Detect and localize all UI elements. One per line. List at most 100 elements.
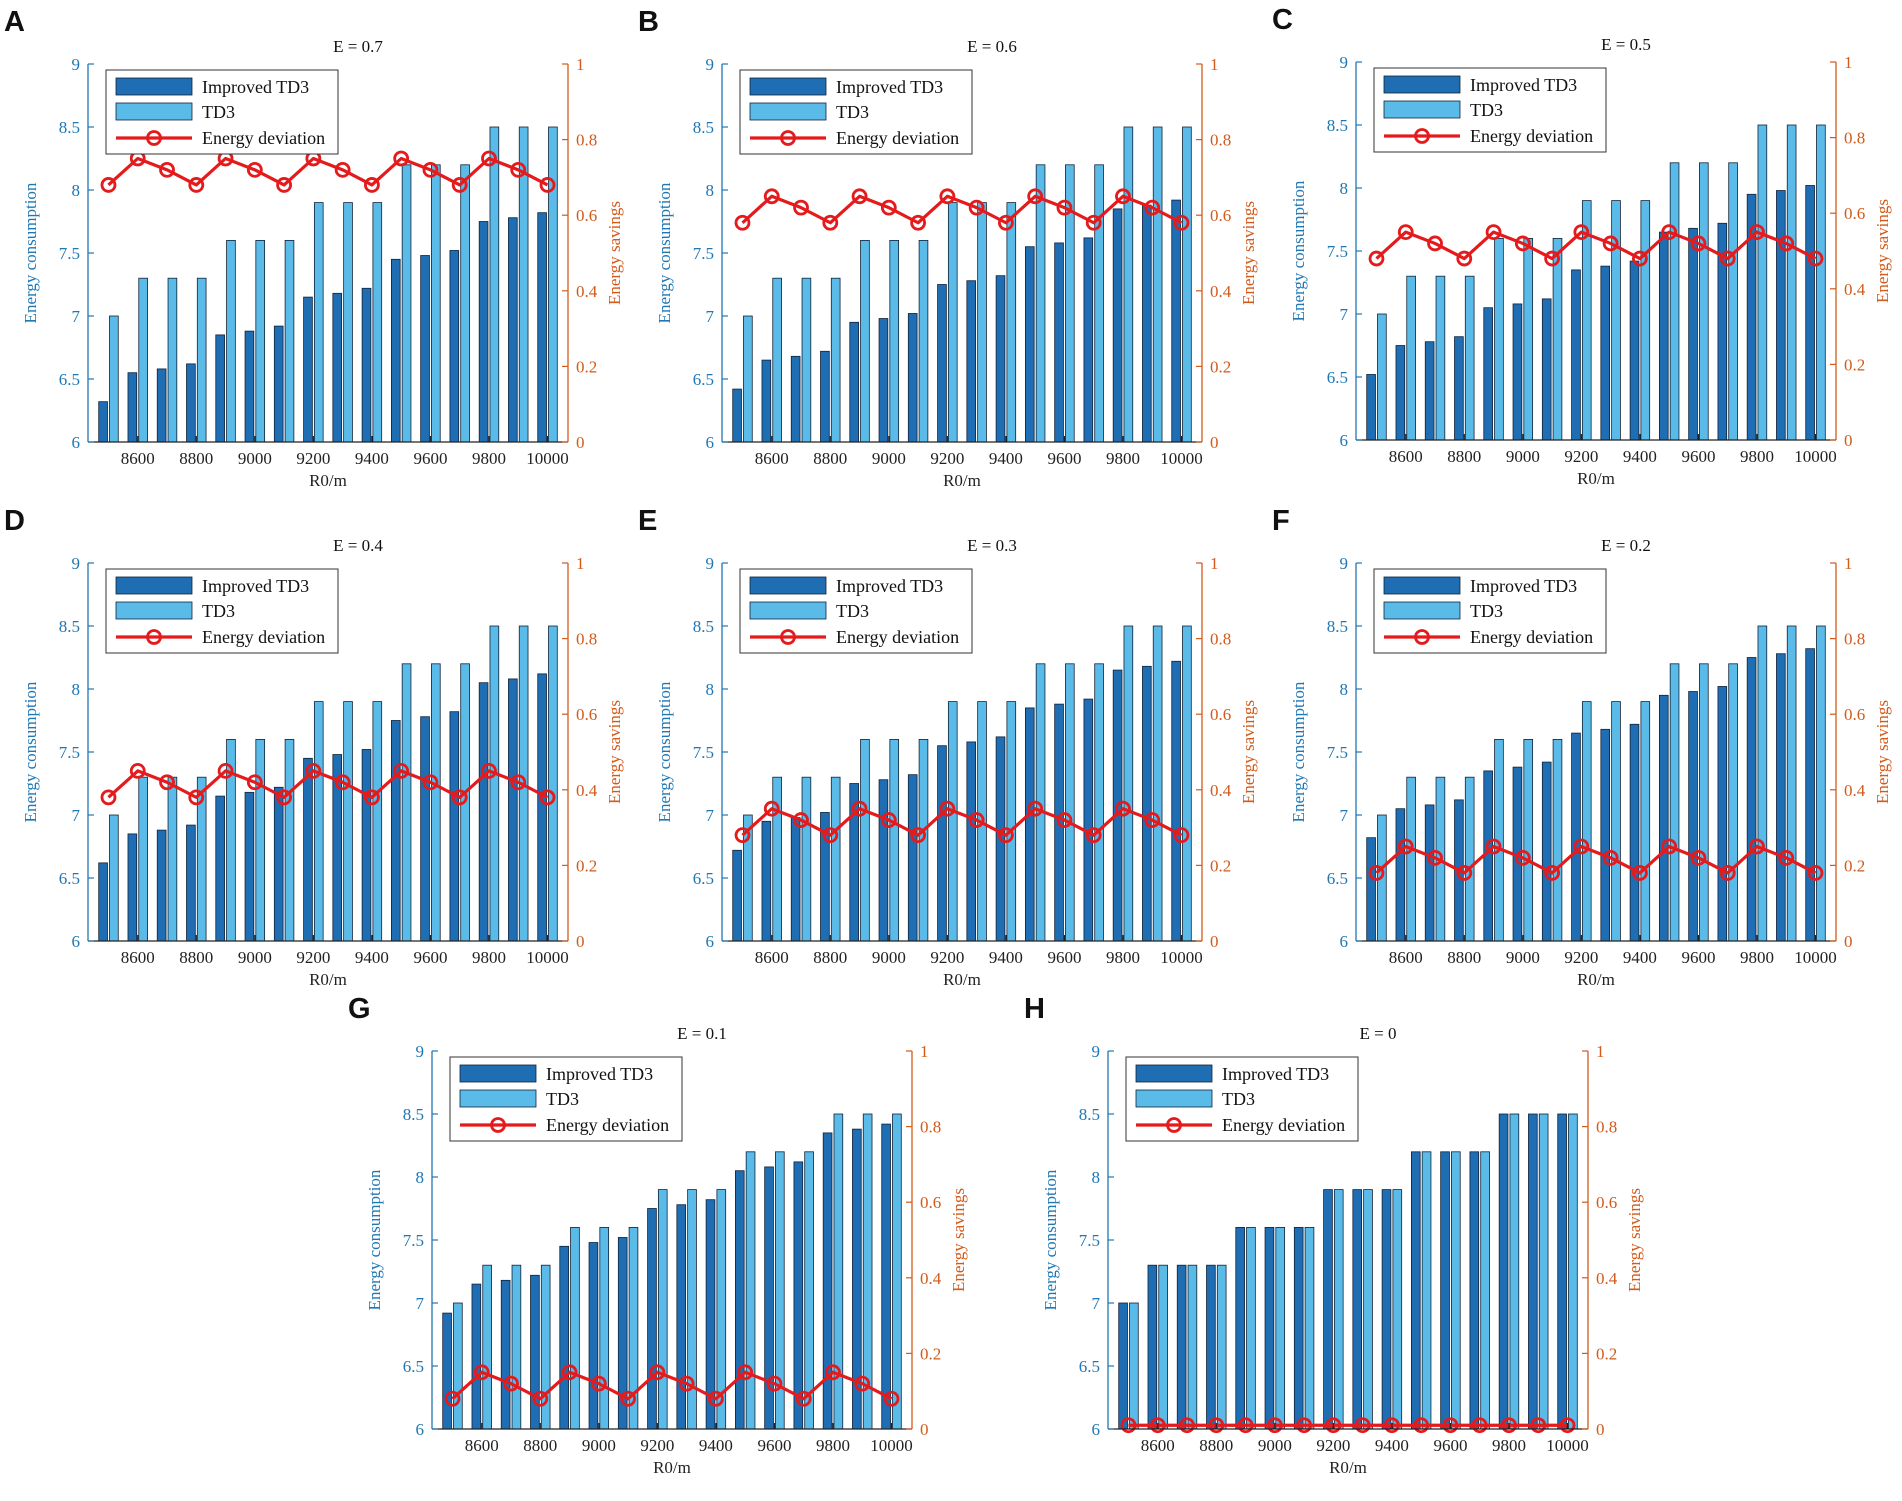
legend-swatch-improved-td3 [115,576,193,595]
energy-deviation-point [1027,188,1044,205]
bar-td3 [1786,625,1797,942]
bar-td3 [947,202,958,443]
energy-deviation-point [1442,1417,1459,1434]
energy-deviation-point [1544,865,1560,881]
bar-improved-td3 [478,221,489,443]
bar-improved-td3 [1381,1189,1392,1430]
y-left-tick-label: 9 [72,55,81,74]
panel-letter: C [1272,4,1293,36]
y-left-tick-label: 9 [706,554,715,573]
y-right-tick-label: 0.2 [1844,355,1865,374]
legend-swatch-td3 [1383,601,1461,620]
x-tick-label: 8800 [179,948,213,967]
chart-svg: E = 0.6 6 6.5 7 7.5 8 8.5 9 0 0.2 0.4 0.6 0.8 1 8600 88… [655,37,1258,490]
bar-improved-td3 [849,321,859,443]
bar-td3 [830,277,841,443]
bar-improved-td3 [1171,660,1181,942]
legend-label-improved-td3: Improved TD3 [836,576,943,596]
x-tick-label: 9000 [1506,948,1540,967]
bar-td3 [1129,1302,1139,1430]
x-tick-label: 9800 [1106,948,1140,967]
x-tick-label: 9200 [1564,948,1598,967]
bar-improved-td3 [761,359,772,443]
y-right-tick-label: 0.8 [1844,129,1865,148]
y-right-tick-label: 0 [1596,1420,1605,1439]
y-right-tick-label: 0.2 [576,357,597,376]
energy-deviation-point [188,789,205,806]
legend: Improved TD3 TD3 Energy deviation [1373,568,1607,654]
y-right-tick-label: 0.6 [576,206,597,225]
energy-deviation-line [107,769,549,799]
energy-deviation-line [1375,230,1817,261]
bar-td3 [1182,126,1192,443]
y-right-tick-label: 0.6 [576,705,597,724]
bar-td3 [1246,1226,1256,1430]
bar-improved-td3 [1512,303,1523,441]
bar-td3 [1464,275,1475,441]
y-right-tick-label: 0 [1210,433,1219,452]
x-tick-label: 9200 [1316,1436,1350,1455]
bar-improved-td3 [1424,804,1435,942]
bar-improved-td3 [273,325,284,443]
bars-group [1366,625,1826,942]
legend-label-energy-deviation: Energy deviation [836,128,959,148]
energy-deviation-point [1573,838,1590,855]
y-left-tick-label: 7.5 [59,244,80,263]
x-tick-label: 9800 [1106,449,1140,468]
bar-improved-td3 [1776,653,1786,942]
energy-deviation-point [1384,1417,1400,1434]
bar-improved-td3 [1528,1113,1538,1430]
bar-td3 [687,1189,697,1430]
bar-td3 [1275,1226,1286,1430]
x-axis-label: R0/m [1329,1458,1367,1477]
y-right-axis-label: Energy savings [1625,1188,1644,1292]
bar-improved-td3 [559,1245,569,1430]
bar-td3 [1786,124,1797,441]
y-left-tick-label: 8 [706,680,715,699]
energy-deviation-point [1413,1417,1430,1434]
energy-deviation-point [510,161,527,178]
bar-improved-td3 [995,275,1006,443]
energy-deviation-point [481,150,497,167]
x-tick-label: 9000 [238,449,272,468]
x-tick-label: 9800 [472,449,506,468]
legend-swatch-td3 [1135,1089,1213,1108]
y-right-tick-label: 0.6 [1210,705,1231,724]
bar-td3 [1581,701,1592,942]
energy-deviation-point [825,1364,841,1381]
energy-deviation-point [1807,250,1824,267]
y-left-tick-label: 6 [1340,431,1349,450]
legend-label-improved-td3: Improved TD3 [1222,1064,1329,1084]
legend-marker-energy-deviation [1414,629,1430,645]
bar-improved-td3 [1600,728,1611,942]
bar-td3 [772,277,782,443]
bar-td3 [1523,237,1534,441]
energy-deviation-point [503,1375,519,1392]
bars-group [98,126,558,443]
energy-deviation-point [1544,250,1560,267]
x-tick-label: 10000 [526,948,569,967]
energy-deviation-point [1501,1417,1517,1434]
bar-improved-td3 [1352,1189,1363,1430]
bar-improved-td3 [881,1123,891,1430]
bars-group [1366,124,1826,441]
x-axis-label: R0/m [1577,970,1615,989]
bar-improved-td3 [244,791,255,942]
y-left-axis-label: Energy consumption [21,182,40,323]
y-right-tick-label: 0.2 [1210,357,1231,376]
x-tick-label: 10000 [1546,1436,1589,1455]
bar-td3 [1065,663,1075,942]
bar-improved-td3 [676,1204,687,1430]
legend-label-improved-td3: Improved TD3 [836,77,943,97]
bar-td3 [343,701,353,942]
bar-improved-td3 [215,334,225,443]
y-left-tick-label: 6 [706,433,715,452]
bar-improved-td3 [127,372,138,443]
energy-deviation-point [1719,865,1736,881]
energy-deviation-point [1719,250,1736,267]
x-tick-label: 9200 [930,948,964,967]
bar-td3 [138,776,148,942]
legend-swatch-td3 [749,102,827,121]
y-left-tick-label: 8.5 [693,617,714,636]
y-left-tick-label: 8.5 [59,118,80,137]
